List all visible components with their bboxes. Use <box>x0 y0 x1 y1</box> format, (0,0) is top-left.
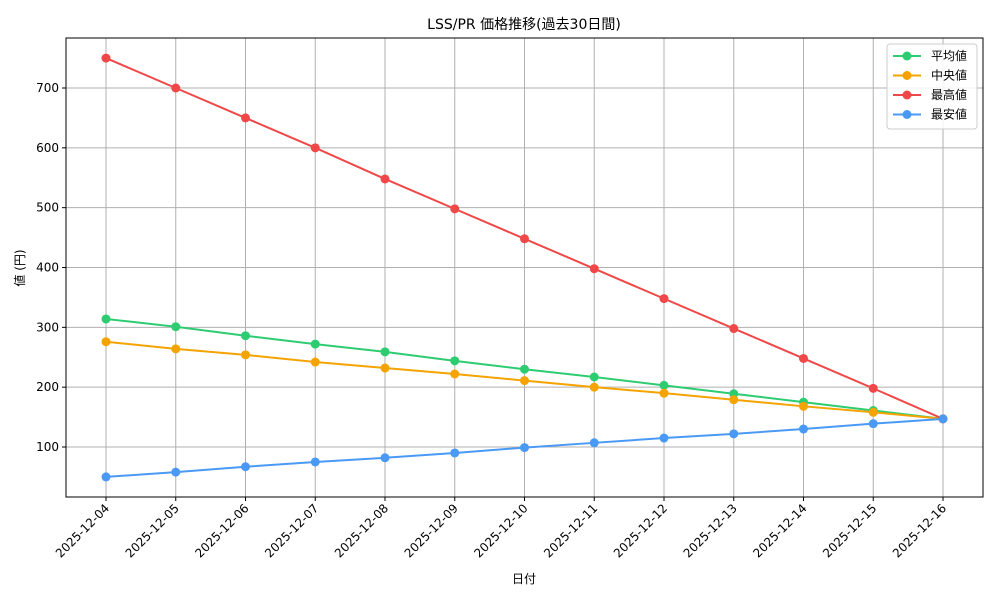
data-point <box>241 462 250 472</box>
data-point <box>589 382 599 392</box>
legend-item: 平均値 <box>893 48 967 63</box>
data-point <box>101 337 111 347</box>
x-tick-label: 2025-12-08 <box>332 501 391 560</box>
y-tick-label: 200 <box>36 380 59 394</box>
y-axis-ticks: 100 200 300 400 500 600 700 <box>36 81 66 454</box>
series-3 <box>101 414 948 482</box>
x-tick-label: 2025-12-06 <box>192 501 251 560</box>
data-point <box>450 369 460 379</box>
data-point <box>868 407 878 417</box>
data-point <box>659 294 669 304</box>
data-point <box>101 314 111 324</box>
data-point <box>101 53 111 63</box>
legend-label: 中央値 <box>931 68 967 83</box>
data-point <box>380 453 390 463</box>
x-tick-label: 2025-12-16 <box>890 501 949 560</box>
data-point <box>520 364 529 374</box>
data-point <box>241 113 250 123</box>
x-tick-label: 2025-12-11 <box>541 501 600 560</box>
data-point <box>310 143 320 153</box>
data-point <box>171 322 181 332</box>
y-tick-label: 300 <box>36 320 59 334</box>
legend-box <box>886 43 978 130</box>
data-point <box>589 372 599 382</box>
data-point <box>171 344 181 354</box>
x-tick-label: 2025-12-04 <box>53 501 112 560</box>
y-tick-label: 500 <box>36 201 59 215</box>
data-point <box>380 347 390 357</box>
x-tick-label: 2025-12-09 <box>402 501 461 560</box>
data-point <box>659 380 669 390</box>
data-point <box>101 472 111 482</box>
legend-marker-icon <box>902 110 912 119</box>
x-tick-label: 2025-12-05 <box>123 501 182 560</box>
y-tick-label: 100 <box>36 440 59 454</box>
series-lines <box>101 53 948 482</box>
legend-marker-icon <box>902 51 912 61</box>
legend-item: 中央値 <box>893 68 967 83</box>
data-point <box>310 457 320 467</box>
data-point <box>171 467 181 477</box>
data-point <box>310 339 320 349</box>
data-point <box>868 419 878 429</box>
x-axis-ticks: 2025-12-04 2025-12-05 2025-12-06 2025-12-07… <box>53 497 949 560</box>
x-tick-label: 2025-12-13 <box>681 501 740 560</box>
grid-lines <box>66 38 983 497</box>
data-point <box>729 395 739 405</box>
x-tick-label: 2025-12-14 <box>750 501 809 560</box>
data-point <box>380 174 390 184</box>
data-point <box>729 324 739 334</box>
legend-marker-icon <box>902 90 912 100</box>
data-point <box>450 204 460 214</box>
data-point <box>380 363 390 373</box>
data-point <box>241 331 250 341</box>
data-point <box>589 264 599 274</box>
legend-item: 最安値 <box>893 107 967 122</box>
x-tick-label: 2025-12-15 <box>820 501 879 560</box>
data-point <box>450 356 460 366</box>
x-tick-label: 2025-12-12 <box>611 501 670 560</box>
data-point <box>659 388 669 398</box>
y-axis-label: 値 (円) <box>12 249 27 286</box>
y-tick-label: 700 <box>36 81 59 95</box>
legend-marker-icon <box>902 71 912 80</box>
data-point <box>310 357 320 367</box>
data-point <box>938 414 948 424</box>
x-tick-label: 2025-12-07 <box>262 501 321 560</box>
data-point <box>799 424 808 434</box>
y-tick-label: 600 <box>36 141 59 155</box>
legend-label: 最安値 <box>931 107 967 122</box>
data-point <box>171 83 181 93</box>
data-point <box>241 350 250 360</box>
data-point <box>450 448 460 458</box>
data-point <box>520 376 529 386</box>
data-point <box>799 401 808 411</box>
chart-title: LSS/PR 価格推移(過去30日間) <box>427 17 621 33</box>
x-tick-label: 2025-12-10 <box>471 501 530 560</box>
data-point <box>868 383 878 393</box>
data-point <box>659 433 669 443</box>
x-axis-label: 日付 <box>512 572 536 586</box>
legend-label: 最高値 <box>931 87 967 102</box>
data-point <box>589 438 599 448</box>
series-1 <box>101 337 948 424</box>
data-point <box>520 443 529 453</box>
legend-item: 最高値 <box>893 87 967 102</box>
legend-label: 平均値 <box>931 48 967 63</box>
data-point <box>729 429 739 439</box>
y-tick-label: 400 <box>36 261 59 275</box>
data-point <box>520 234 529 244</box>
data-point <box>799 353 808 363</box>
